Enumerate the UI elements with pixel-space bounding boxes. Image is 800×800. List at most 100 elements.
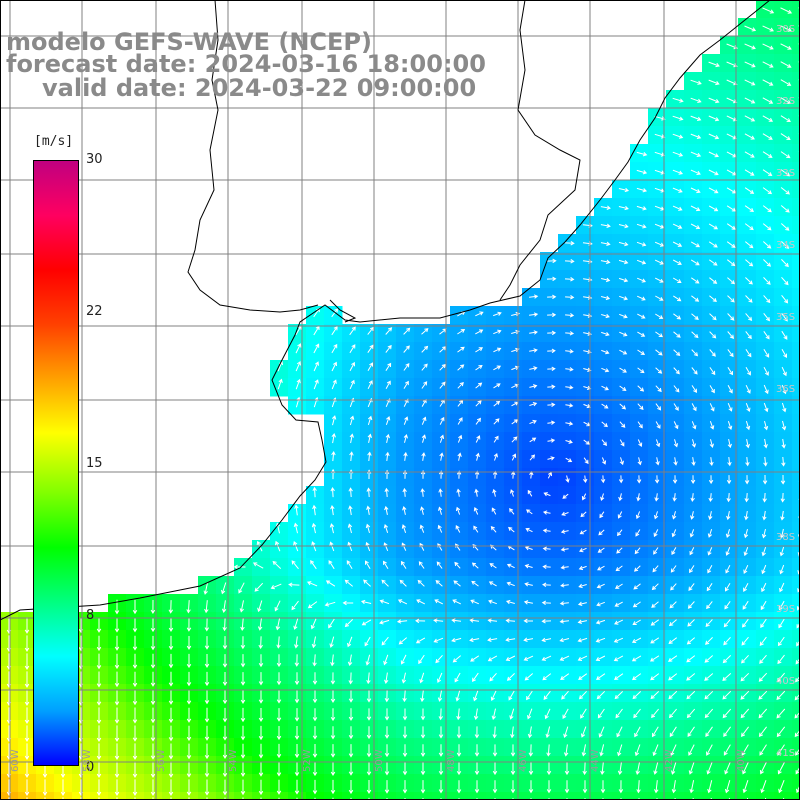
wind-arrow xyxy=(672,133,684,139)
wind-arrow xyxy=(564,780,570,794)
wind-arrow xyxy=(741,744,749,756)
wind-arrow xyxy=(763,456,768,467)
wind-arrow xyxy=(650,619,659,626)
wind-arrow xyxy=(743,547,749,557)
wind-arrow xyxy=(745,420,751,431)
wind-arrow xyxy=(436,561,443,569)
wind-arrow xyxy=(744,25,757,32)
wind-cell xyxy=(738,792,757,800)
wind-arrow xyxy=(655,439,661,448)
wind-cell xyxy=(792,216,800,235)
wind-arrow xyxy=(204,689,210,705)
wind-arrow xyxy=(529,419,537,425)
wind-arrow xyxy=(313,343,320,354)
wind-arrow xyxy=(722,690,732,700)
wind-arrow xyxy=(776,708,786,719)
wind-arrow xyxy=(601,331,610,337)
wind-arrow xyxy=(204,761,210,778)
wind-arrow xyxy=(672,97,684,103)
wind-arrow xyxy=(294,690,300,704)
wind-arrow xyxy=(655,403,662,411)
colorbar-tick-8: 8 xyxy=(86,608,95,623)
wind-arrow xyxy=(654,115,666,121)
wind-arrow xyxy=(619,295,629,301)
wind-arrow xyxy=(547,456,555,461)
wind-arrow xyxy=(672,187,683,193)
lon-label: 56W xyxy=(156,749,167,772)
wind-arrow xyxy=(688,744,695,756)
wind-arrow xyxy=(331,325,338,336)
wind-arrow xyxy=(186,707,192,723)
wind-cell xyxy=(792,648,800,667)
wind-arrow xyxy=(384,744,390,758)
wind-arrow xyxy=(401,672,407,684)
wind-arrow xyxy=(96,779,102,796)
wind-arrow xyxy=(276,726,282,741)
lat-label: 33S xyxy=(776,168,796,179)
wind-arrow xyxy=(475,452,480,461)
wind-arrow xyxy=(761,546,767,557)
wind-arrow xyxy=(402,780,408,794)
wind-arrow xyxy=(741,726,750,737)
wind-arrow xyxy=(543,690,551,700)
wind-arrow xyxy=(619,349,628,355)
wind-arrow xyxy=(294,504,299,516)
wind-arrow xyxy=(547,366,556,372)
wind-arrow xyxy=(475,365,483,371)
wind-arrow xyxy=(438,762,444,776)
wind-arrow xyxy=(617,511,623,519)
wind-arrow xyxy=(451,637,462,643)
wind-arrow xyxy=(96,689,102,706)
wind-arrow xyxy=(456,708,461,721)
wind-cell xyxy=(792,666,800,685)
wind-arrow xyxy=(252,562,264,569)
wind-arrow xyxy=(344,619,354,628)
wind-arrow xyxy=(547,348,556,354)
wind-arrow xyxy=(653,511,659,520)
wind-arrow xyxy=(204,707,210,723)
wind-arrow xyxy=(745,384,751,394)
wind-arrow xyxy=(24,707,30,724)
wind-arrow xyxy=(617,744,623,757)
wind-arrow xyxy=(510,780,516,794)
wind-arrow xyxy=(312,654,317,667)
wind-arrow xyxy=(168,635,174,651)
wind-arrow xyxy=(330,744,336,758)
wind-arrow xyxy=(505,618,516,623)
wind-arrow xyxy=(704,708,714,719)
wind-arrow xyxy=(488,599,497,605)
wind-arrow xyxy=(294,744,300,759)
wind-arrow xyxy=(384,487,389,497)
colorbar-tick-22: 22 xyxy=(86,304,103,319)
wind-cell xyxy=(72,792,91,800)
wind-arrow xyxy=(435,580,443,587)
wind-arrow xyxy=(312,779,318,795)
wind-arrow xyxy=(595,655,606,661)
wind-arrow xyxy=(781,241,790,249)
wind-arrow xyxy=(743,528,749,539)
wind-arrow xyxy=(150,599,156,614)
wind-arrow xyxy=(487,618,498,623)
wind-arrow xyxy=(780,151,791,159)
wind-arrow xyxy=(615,708,623,719)
wind-arrow xyxy=(438,488,443,497)
wind-arrow xyxy=(619,367,627,373)
wind-arrow xyxy=(385,344,392,353)
colorbar xyxy=(33,160,79,766)
wind-arrow xyxy=(762,223,772,231)
wind-arrow xyxy=(599,511,605,519)
wind-arrow xyxy=(744,115,756,122)
wind-arrow xyxy=(416,599,426,605)
wind-arrow xyxy=(780,61,792,68)
wind-arrow xyxy=(708,151,720,158)
wind-arrow xyxy=(24,743,30,760)
wind-arrow xyxy=(634,547,641,555)
wind-arrow xyxy=(239,600,244,613)
wind-arrow xyxy=(288,582,300,587)
wind-arrow xyxy=(727,438,732,449)
wind-cell xyxy=(792,180,800,199)
wind-arrow xyxy=(708,475,714,485)
wind-arrow xyxy=(762,205,772,213)
wind-arrow xyxy=(705,726,713,737)
wind-arrow xyxy=(96,707,102,724)
